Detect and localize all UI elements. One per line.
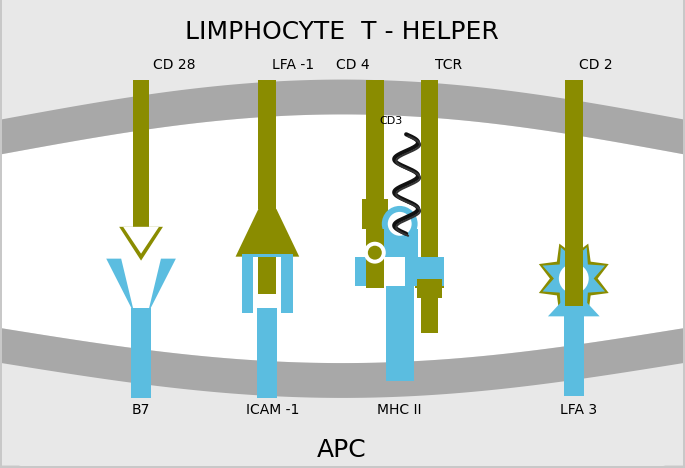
Bar xyxy=(366,80,384,199)
Text: B7: B7 xyxy=(132,403,150,417)
Circle shape xyxy=(368,246,382,260)
Bar xyxy=(258,373,277,398)
Bar xyxy=(564,371,584,396)
Bar xyxy=(421,299,438,333)
Bar xyxy=(131,373,151,398)
Bar xyxy=(386,286,414,331)
Ellipse shape xyxy=(0,229,685,468)
Polygon shape xyxy=(106,259,133,311)
Polygon shape xyxy=(2,0,683,119)
Bar xyxy=(564,316,584,371)
Ellipse shape xyxy=(0,0,685,368)
Bar xyxy=(133,80,149,234)
Polygon shape xyxy=(2,328,683,398)
Text: CD 2: CD 2 xyxy=(579,58,612,72)
Bar xyxy=(258,80,276,209)
Bar xyxy=(366,229,384,278)
Bar xyxy=(242,254,293,268)
Polygon shape xyxy=(539,244,609,314)
Bar xyxy=(317,256,342,286)
Text: LFA 3: LFA 3 xyxy=(560,403,597,417)
Circle shape xyxy=(388,212,412,236)
Bar xyxy=(258,308,277,373)
Bar xyxy=(386,331,414,381)
Polygon shape xyxy=(548,288,599,316)
Bar xyxy=(131,308,151,373)
Bar xyxy=(282,254,293,314)
Text: ICAM -1: ICAM -1 xyxy=(246,403,299,417)
Text: CD 4: CD 4 xyxy=(336,58,370,72)
Polygon shape xyxy=(2,114,683,363)
Bar xyxy=(414,274,445,288)
Text: MHC II: MHC II xyxy=(377,403,422,417)
Bar xyxy=(565,80,583,274)
Bar xyxy=(355,256,445,286)
Polygon shape xyxy=(149,259,176,311)
Bar xyxy=(362,199,388,229)
Bar xyxy=(258,256,276,294)
Circle shape xyxy=(382,206,418,242)
Text: LIMPHOCYTE  T - HELPER: LIMPHOCYTE T - HELPER xyxy=(185,20,499,44)
Polygon shape xyxy=(2,80,683,154)
Bar xyxy=(560,269,588,286)
Polygon shape xyxy=(543,247,605,310)
Text: TCR: TCR xyxy=(434,58,462,72)
Circle shape xyxy=(559,263,588,293)
Polygon shape xyxy=(123,227,159,254)
Bar xyxy=(366,229,384,288)
Text: CD 28: CD 28 xyxy=(153,58,195,72)
Circle shape xyxy=(364,242,386,263)
Bar xyxy=(242,254,253,314)
Bar xyxy=(382,229,418,259)
Polygon shape xyxy=(236,209,299,256)
Polygon shape xyxy=(119,227,163,261)
Bar xyxy=(421,80,438,278)
Bar xyxy=(379,256,405,286)
Text: APC: APC xyxy=(317,438,366,462)
Bar xyxy=(565,251,583,307)
Bar xyxy=(253,256,282,296)
Bar xyxy=(416,278,443,299)
Text: LFA -1: LFA -1 xyxy=(273,58,314,72)
Bar xyxy=(258,256,276,277)
Text: CD3: CD3 xyxy=(379,117,403,126)
Polygon shape xyxy=(2,363,683,466)
